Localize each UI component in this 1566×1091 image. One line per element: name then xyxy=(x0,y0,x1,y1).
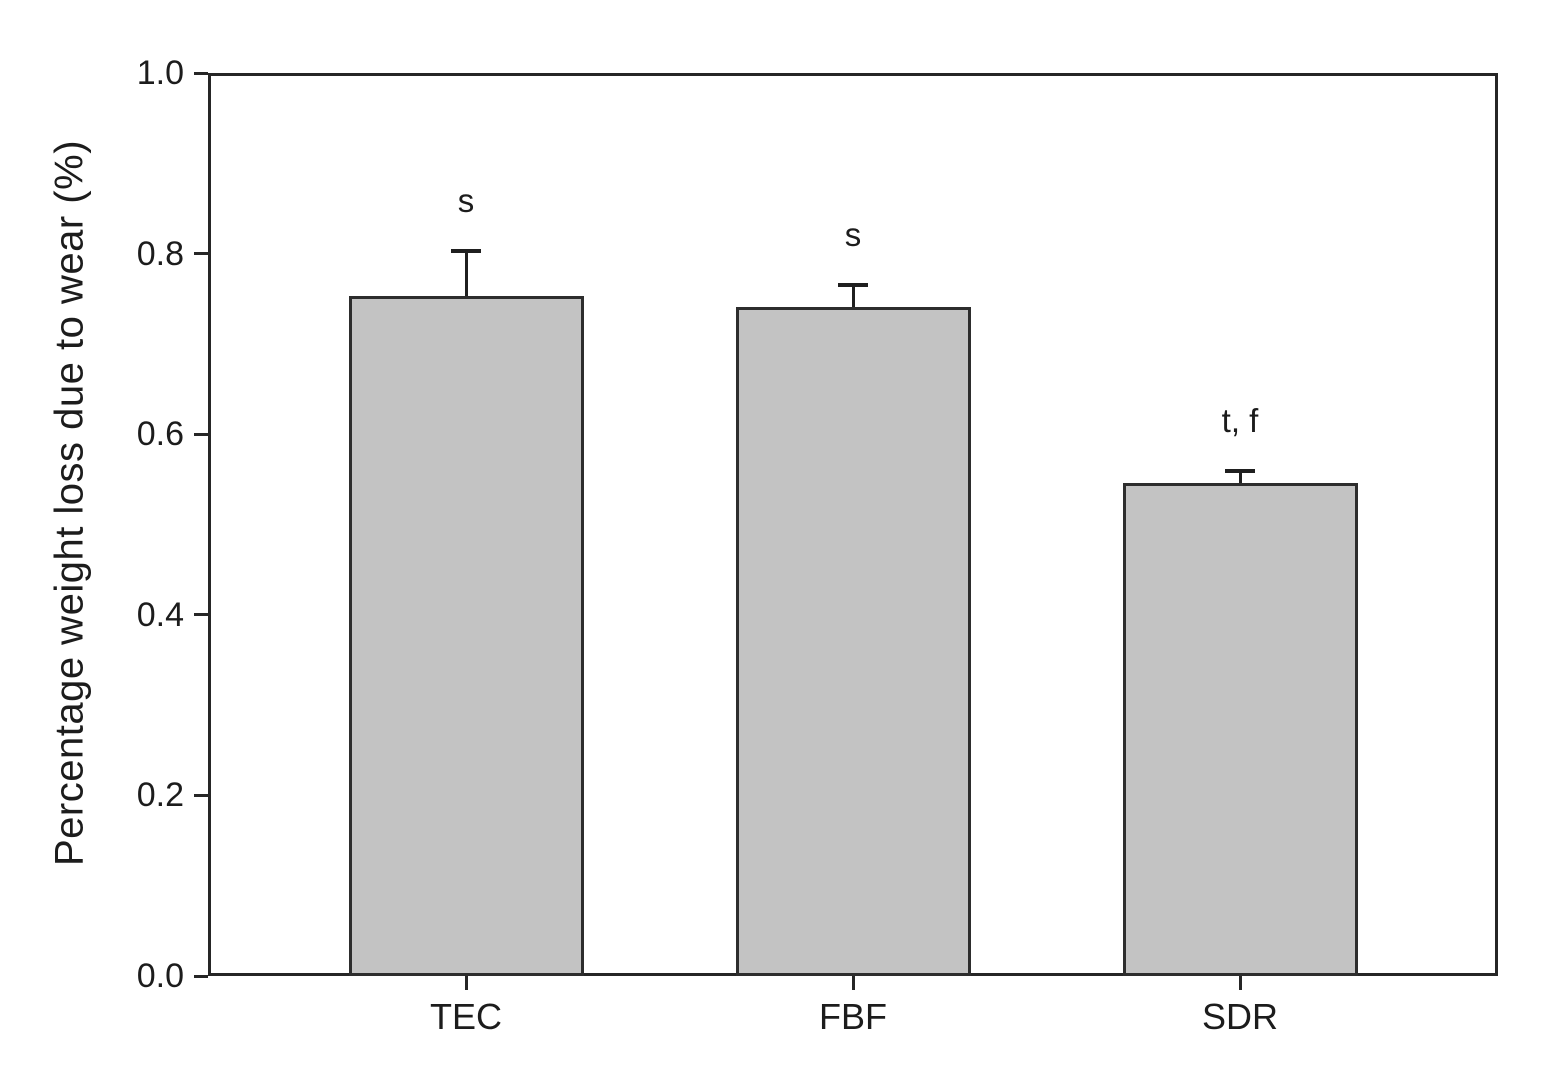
error-bar-line xyxy=(851,285,855,307)
bar-fbf xyxy=(735,306,971,976)
x-tick-mark xyxy=(464,976,468,990)
y-tick-mark xyxy=(194,613,208,617)
y-tick-label: 1.0 xyxy=(136,54,184,92)
x-tick-label-sdr: SDR xyxy=(1201,996,1278,1037)
error-bar-cap xyxy=(451,248,481,253)
y-tick-label: 0.6 xyxy=(136,415,184,454)
error-bar-cap xyxy=(838,283,868,288)
significance-annotation: s xyxy=(457,181,475,219)
y-tick-mark xyxy=(194,71,208,75)
bar-tec xyxy=(348,296,584,976)
y-tick-mark xyxy=(194,252,208,256)
y-tick-label: 0.8 xyxy=(136,234,184,273)
bar-sdr xyxy=(1122,482,1358,976)
error-bar-line xyxy=(464,250,468,297)
y-tick-label: 0.0 xyxy=(136,957,184,995)
y-tick-label: 0.2 xyxy=(136,776,184,815)
y-tick-mark xyxy=(194,432,208,436)
x-tick-mark xyxy=(1238,976,1242,990)
y-tick-mark xyxy=(194,793,208,797)
y-tick-mark xyxy=(194,974,208,978)
y-tick-label: 0.4 xyxy=(136,595,184,634)
x-tick-label-tec: TEC xyxy=(430,996,502,1037)
x-tick-label-fbf: FBF xyxy=(819,996,887,1037)
error-bar-cap xyxy=(1225,469,1255,474)
x-tick-mark xyxy=(851,976,855,990)
significance-annotation: s xyxy=(844,216,862,254)
significance-annotation: t, f xyxy=(1221,402,1259,440)
error-bar-line xyxy=(1238,471,1242,483)
